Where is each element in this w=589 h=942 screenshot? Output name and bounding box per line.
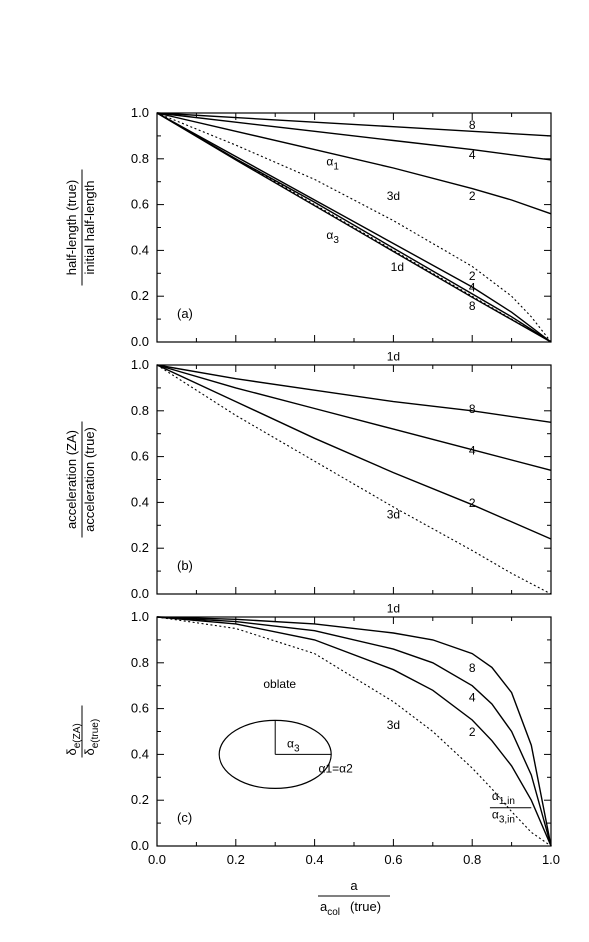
y-tick-label: 0.6 (131, 197, 149, 212)
y-label-numerator: acceleration (ZA) (64, 430, 79, 529)
annotation: α3 (326, 228, 339, 246)
y-label-denominator: δe(true) (82, 719, 101, 756)
series-line-4 (156, 112, 552, 161)
series-line-8 (156, 112, 552, 343)
y-tick-label: 0.0 (131, 838, 149, 853)
series-line-3d (156, 112, 552, 343)
x-tick-label: 0.2 (227, 852, 245, 867)
annotation: α3,in (492, 808, 515, 826)
series-label: 2 (469, 725, 476, 739)
x-tick-label: 0.8 (463, 852, 481, 867)
series-line-1d (156, 112, 552, 343)
y-axis-label: half-length (true) initial half-length (64, 169, 97, 286)
series-label: 8 (469, 118, 476, 132)
y-tick-label: 1.0 (131, 105, 149, 120)
y-tick-label: 0.2 (131, 288, 149, 303)
y-tick-label: 0.4 (131, 746, 149, 761)
annotation: 1d (391, 260, 404, 274)
y-label-denominator: acceleration (true) (82, 427, 97, 532)
series-label: 8 (469, 299, 476, 313)
x-tick-label: 0.4 (306, 852, 324, 867)
series-line-4 (156, 364, 552, 471)
annotation: α3 (287, 737, 300, 755)
x-tick-label: 1.0 (542, 852, 560, 867)
panel-a: 0.00.20.40.60.81.0842248α1α33d1d(a)half-… (64, 105, 552, 349)
annotation: α1,in (492, 789, 515, 807)
annotation: oblate (263, 677, 296, 691)
y-tick-label: 0.2 (131, 540, 149, 555)
x-label-numerator: a (350, 878, 358, 893)
panel-c: 0.0 0.2 0.4 0.6 0.8 1.0 8 4 2 1d 3d oblate α3 α1=α2 α1… (64, 601, 552, 853)
series-label: 4 (469, 443, 476, 457)
annotation: 3d (387, 507, 400, 521)
y-tick-label: 1.0 (131, 357, 149, 372)
y-tick-label: 0.8 (131, 151, 149, 166)
series-line-8 (156, 364, 552, 423)
series-line-3d (156, 364, 552, 595)
y-label-numerator: δe(ZA) (64, 723, 83, 755)
series-label: 4 (469, 281, 476, 295)
series-line-4 (156, 616, 552, 847)
y-tick-label: 0.4 (131, 494, 149, 509)
panel-b: 0.0 0.2 0.4 0.6 0.8 1.0 8 4 2 1d 3d (b) acceleration… (64, 349, 552, 601)
y-tick-label: 0.6 (131, 701, 149, 716)
annotation: 3d (387, 718, 400, 732)
series-line-8 (156, 112, 552, 137)
annotation: 1d (387, 601, 400, 615)
panel-label: (c) (177, 810, 192, 825)
annotation: 1d (387, 349, 400, 363)
series-line-8 (156, 616, 552, 847)
series-line-2 (156, 364, 552, 540)
y-axis-label: δe(ZA)δe(true) (64, 705, 101, 758)
y-tick-label: 0.4 (131, 242, 149, 257)
y-tick-label: 0.0 (131, 334, 149, 349)
y-tick-label: 0.8 (131, 403, 149, 418)
series-label: 2 (469, 269, 476, 283)
y-tick-label: 0.6 (131, 449, 149, 464)
x-tick-label: 0.0 (148, 852, 166, 867)
annotation: 3d (387, 189, 400, 203)
series-line-2 (156, 112, 552, 343)
y-label-numerator: half-length (true) (64, 180, 79, 275)
y-tick-label: 0.0 (131, 586, 149, 601)
x-label-denominator: acol (320, 899, 340, 918)
series-label: 8 (469, 661, 476, 675)
panel-label: (b) (177, 558, 193, 573)
x-label-denominator-tail: (true) (350, 899, 381, 914)
series-label: 8 (469, 402, 476, 416)
y-tick-label: 1.0 (131, 609, 149, 624)
y-tick-label: 0.2 (131, 792, 149, 807)
series-line-2 (156, 616, 552, 847)
y-label-denominator: initial half-length (82, 181, 97, 275)
series-label: 4 (469, 148, 476, 162)
y-tick-label: 0.8 (131, 655, 149, 670)
annotation: α1 (326, 155, 339, 173)
panel-label: (a) (177, 306, 193, 321)
x-tick-label: 0.6 (384, 852, 402, 867)
series-line-2 (156, 112, 552, 215)
series-label: 2 (469, 496, 476, 510)
y-axis-label: acceleration (ZA) acceleration (true) (64, 421, 97, 538)
plot-frame (156, 364, 552, 595)
series-label: 2 (469, 189, 476, 203)
annotation: α1=α2 (319, 762, 354, 776)
series-label: 4 (469, 691, 476, 705)
